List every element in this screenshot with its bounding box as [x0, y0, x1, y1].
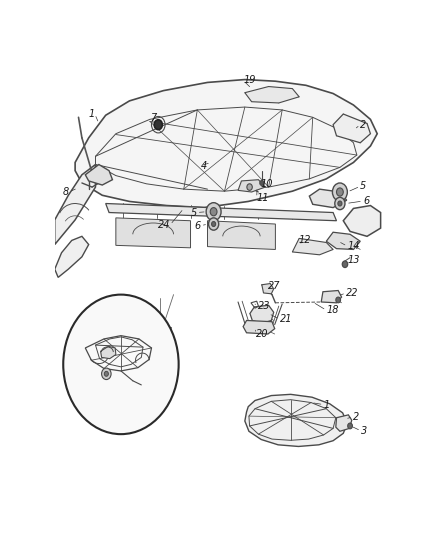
Circle shape: [336, 297, 341, 303]
Text: 11: 11: [257, 193, 269, 203]
Polygon shape: [101, 346, 116, 359]
Circle shape: [338, 201, 342, 206]
Polygon shape: [326, 232, 360, 249]
Polygon shape: [238, 180, 265, 192]
Text: 27: 27: [268, 280, 280, 290]
Text: 18: 18: [326, 305, 339, 315]
Circle shape: [260, 181, 264, 185]
Polygon shape: [333, 114, 371, 143]
Text: 14: 14: [347, 241, 360, 251]
Polygon shape: [250, 305, 274, 324]
Circle shape: [335, 197, 345, 209]
Polygon shape: [55, 236, 88, 277]
Polygon shape: [116, 218, 191, 248]
Text: 21: 21: [279, 314, 292, 324]
Circle shape: [206, 203, 221, 221]
Text: 22: 22: [346, 288, 358, 298]
Text: 24: 24: [158, 220, 170, 230]
Text: 1: 1: [88, 109, 95, 119]
Text: 2: 2: [360, 120, 367, 130]
Circle shape: [212, 222, 215, 227]
Text: 1: 1: [324, 400, 330, 409]
Polygon shape: [243, 320, 275, 334]
Polygon shape: [106, 204, 336, 221]
Polygon shape: [245, 86, 299, 103]
Text: 10: 10: [260, 179, 272, 189]
Polygon shape: [343, 206, 381, 236]
Text: 7: 7: [150, 113, 156, 123]
Circle shape: [102, 368, 111, 379]
Text: 6: 6: [363, 196, 369, 206]
Text: 16: 16: [145, 372, 157, 382]
Polygon shape: [55, 165, 95, 245]
Polygon shape: [262, 284, 274, 294]
Text: 14: 14: [161, 327, 173, 336]
Text: 20: 20: [256, 329, 268, 339]
Text: 19: 19: [243, 75, 256, 85]
Circle shape: [208, 218, 219, 230]
Polygon shape: [336, 415, 352, 431]
Polygon shape: [321, 290, 342, 303]
Text: 13: 13: [347, 255, 360, 265]
Polygon shape: [293, 238, 333, 255]
Circle shape: [332, 183, 347, 201]
Circle shape: [247, 184, 252, 190]
Circle shape: [348, 423, 353, 429]
Circle shape: [154, 120, 162, 130]
Circle shape: [104, 372, 108, 376]
Polygon shape: [85, 165, 113, 185]
Circle shape: [210, 207, 217, 216]
Text: 23: 23: [258, 301, 270, 311]
Polygon shape: [208, 221, 276, 249]
Circle shape: [336, 188, 343, 196]
Polygon shape: [309, 189, 346, 207]
Text: 12: 12: [298, 235, 311, 245]
Text: 5: 5: [191, 207, 197, 217]
Polygon shape: [75, 79, 377, 207]
Text: 8: 8: [63, 187, 69, 197]
Polygon shape: [245, 394, 347, 447]
Circle shape: [342, 261, 348, 268]
Circle shape: [63, 295, 179, 434]
Text: 6: 6: [194, 221, 201, 231]
Text: 5: 5: [360, 181, 367, 191]
Text: 2: 2: [353, 412, 359, 422]
Text: 4: 4: [201, 161, 207, 171]
Text: 3: 3: [361, 426, 367, 436]
